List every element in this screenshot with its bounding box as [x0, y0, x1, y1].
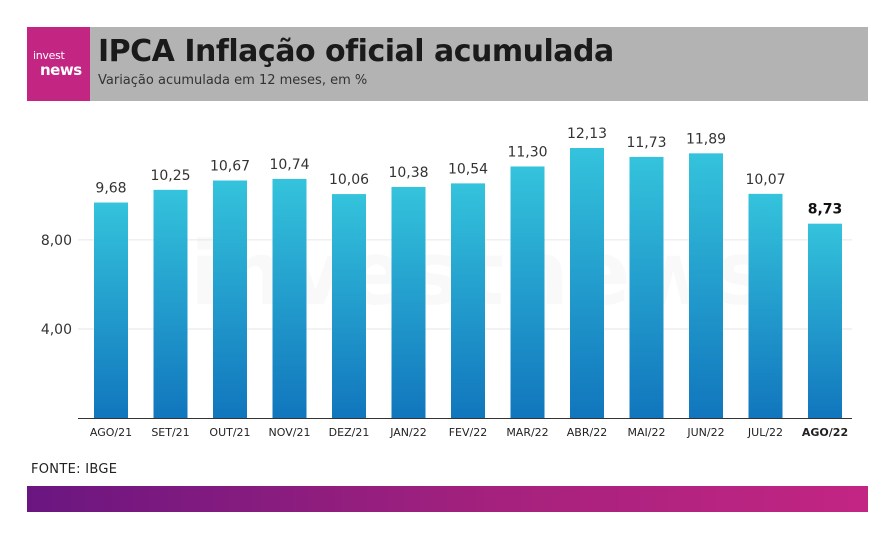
x-tick-label: NOV/21 [269, 426, 311, 439]
bar-value-label: 9,68 [95, 181, 126, 197]
chart-subtitle: Variação acumulada em 12 meses, em % [98, 73, 368, 88]
bar [689, 153, 723, 418]
investnews-logo: invest news [27, 27, 90, 101]
bar [748, 193, 783, 418]
bar [94, 202, 128, 418]
bar-value-label: 11,89 [686, 131, 726, 147]
bar [570, 148, 604, 418]
footer-gradient-bar [27, 486, 868, 512]
y-axis-tick-labels: 4,00 8,00 [41, 233, 72, 338]
x-tick-label: FEV/22 [449, 426, 488, 439]
chart-title: IPCA Inflação oficial acumulada [98, 34, 614, 69]
bar-value-label: 8,73 [808, 202, 843, 218]
bar [332, 194, 366, 418]
bar [808, 223, 842, 418]
x-tick-label: MAI/22 [628, 426, 666, 439]
y-tick-label: 8,00 [41, 233, 72, 249]
x-tick-label: DEZ/21 [329, 426, 370, 439]
bar [272, 178, 307, 418]
x-tick-label: JUN/22 [686, 426, 724, 439]
bar-value-label: 10,07 [745, 172, 785, 188]
bar [451, 183, 485, 418]
x-tick-label: AGO/22 [802, 426, 848, 439]
x-axis-tick-labels: AGO/21 SET/21 OUT/21 NOV/21 DEZ/21 JAN/22 FEV/… [90, 426, 848, 439]
bar-value-label: 11,30 [507, 144, 547, 160]
chart-header: invest news IPCA Inflação oficial acumul… [27, 27, 868, 101]
bar-value-label: 10,38 [388, 165, 428, 181]
x-tick-label: AGO/21 [90, 426, 132, 439]
source-note: FONTE: IBGE [31, 462, 118, 477]
bar-value-label: 10,25 [150, 168, 190, 184]
x-tick-label: JAN/22 [389, 426, 427, 439]
x-tick-label: SET/21 [151, 426, 189, 439]
bar-value-label: 10,74 [269, 157, 309, 173]
logo-text-bottom: news [40, 61, 82, 79]
bar [629, 156, 664, 418]
bar [510, 166, 545, 418]
bar-value-label: 10,67 [210, 158, 250, 174]
x-tick-label: JUL/22 [747, 426, 783, 439]
bar-value-label: 10,54 [448, 161, 488, 177]
x-tick-label: OUT/21 [209, 426, 250, 439]
bar-value-label: 10,06 [329, 172, 369, 188]
bar [213, 180, 247, 418]
y-tick-label: 4,00 [41, 322, 72, 338]
value-labels: 9,68 10,25 10,67 10,74 10,06 10,38 10,54 11,30 1… [95, 126, 842, 218]
x-tick-label: MAR/22 [506, 426, 548, 439]
bar [391, 186, 426, 418]
logo-text-top: invest [33, 49, 65, 62]
x-tick-label: ABR/22 [567, 426, 607, 439]
bar [153, 189, 188, 418]
bar-value-label: 12,13 [567, 126, 607, 142]
bars [94, 148, 842, 418]
header-titles: IPCA Inflação oficial acumulada Variação… [90, 27, 614, 101]
bar-value-label: 11,73 [626, 135, 666, 151]
